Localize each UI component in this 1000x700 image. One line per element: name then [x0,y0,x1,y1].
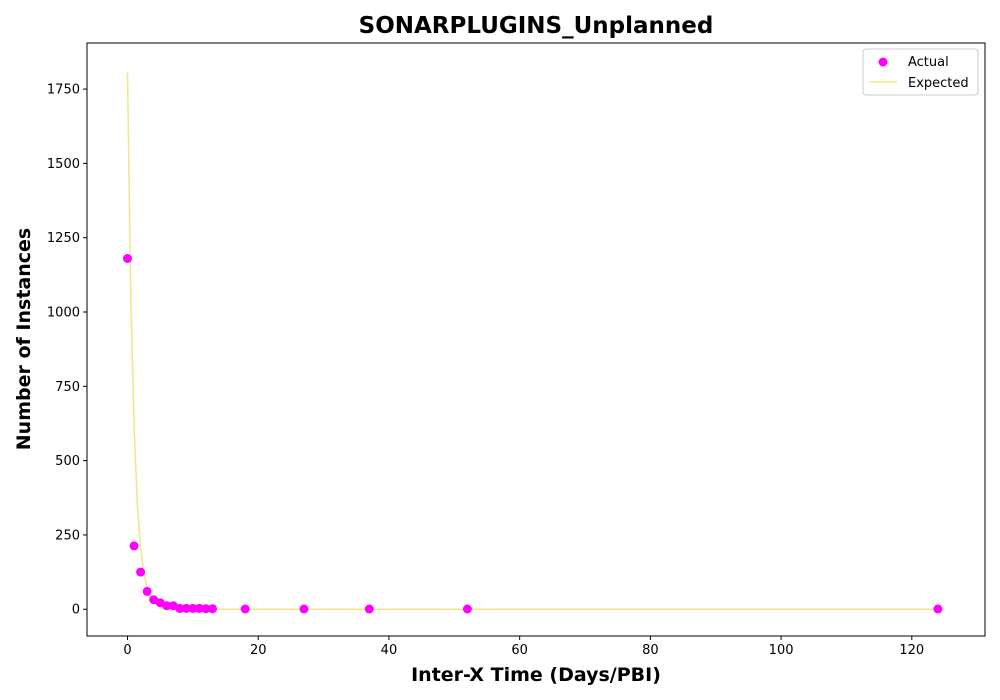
series-layer [123,72,943,614]
actual-point [201,604,211,614]
x-tick-label: 20 [250,643,267,658]
legend-label-expected: Expected [908,76,969,91]
x-axis-label: Inter-X Time (Days/PBI) [411,664,661,686]
x-tick-label: 120 [899,643,924,658]
actual-point [208,604,217,614]
actual-point [129,541,139,551]
y-axis: 0 250 500 750 1000 1250 1500 1750 [47,83,87,618]
y-axis-label: Number of Instances [13,228,35,450]
y-tick-label: 1000 [47,306,80,321]
actual-point [162,601,172,611]
legend-box [862,48,979,96]
plot-frame [86,42,986,637]
actual-point [933,604,943,614]
actual-point [299,604,309,614]
plot-area [87,43,985,636]
y-tick-label: 1750 [47,83,80,98]
y-tick-label: 1500 [47,157,80,172]
x-tick-label: 100 [769,643,794,658]
y-tick-label: 0 [72,603,80,618]
actual-point [123,254,132,263]
actual-point [181,603,191,613]
x-tick-label: 80 [642,643,659,658]
x-axis: 0 20 40 60 80 100 120 [123,636,924,658]
x-tick-label: 40 [381,643,398,658]
legend-marker-actual [878,57,888,67]
x-tick-label: 60 [511,643,528,658]
x-tick-label: 0 [123,643,131,658]
y-tick-label: 500 [55,454,80,469]
chart-title: SONARPLUGINS_Unplanned [359,13,714,39]
actual-point [364,604,374,614]
y-tick-label: 250 [55,528,80,543]
actual-point [136,567,146,577]
legend: Actual Expected [862,48,979,96]
actual-point [175,603,185,613]
actual-point [240,604,250,614]
y-tick-label: 1250 [47,231,80,246]
y-tick-label: 750 [55,380,80,395]
actual-point [188,603,198,613]
legend-label-actual: Actual [908,55,949,70]
actual-point [462,604,472,614]
actual-point [142,586,152,596]
actual-point [194,603,204,613]
